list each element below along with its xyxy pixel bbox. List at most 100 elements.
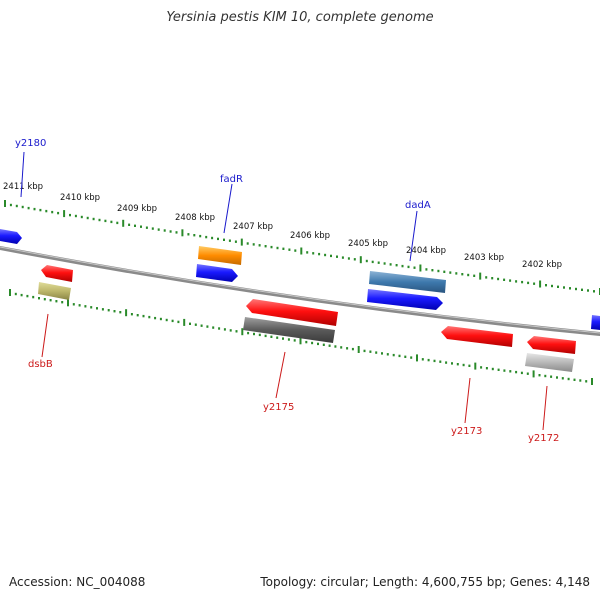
scale-label: 2405 kbp	[348, 239, 388, 249]
leader-dadA	[409, 210, 418, 262]
minor-tick	[294, 249, 297, 252]
minor-tick	[451, 362, 453, 365]
minor-tick	[421, 358, 424, 361]
minor-tick	[455, 272, 458, 275]
gene-feature-fadR-adjacent[interactable]	[196, 264, 238, 282]
minor-tick	[140, 225, 142, 228]
minor-tick	[330, 254, 332, 258]
minor-tick	[346, 347, 349, 350]
major-tick	[181, 229, 184, 237]
major-tick	[241, 328, 244, 336]
gene-feature-dsbB[interactable]	[38, 282, 71, 300]
major-tick	[419, 264, 422, 272]
minor-tick	[49, 299, 52, 302]
gene-feature-y2175[interactable]	[243, 317, 335, 343]
gene-feature-y2172-red[interactable]	[527, 336, 576, 354]
minor-tick	[74, 214, 77, 218]
minor-tick	[341, 256, 344, 259]
minor-tick	[276, 336, 279, 339]
scale-label: 2407 kbp	[233, 222, 273, 232]
minor-tick	[253, 332, 255, 336]
minor-tick	[587, 289, 589, 292]
minor-tick	[336, 255, 338, 258]
minor-tick	[119, 311, 122, 314]
minor-tick	[175, 231, 178, 234]
minor-tick	[78, 304, 81, 307]
minor-tick	[113, 310, 116, 313]
scale-label: 2403 kbp	[464, 253, 504, 263]
minor-tick	[282, 247, 285, 250]
minor-tick	[401, 264, 404, 268]
minor-tick	[573, 378, 576, 381]
minor-tick	[503, 278, 506, 281]
minor-tick	[27, 206, 30, 210]
minor-tick	[468, 364, 471, 367]
minor-tick	[229, 329, 232, 332]
minor-tick	[218, 327, 221, 330]
minor-tick	[189, 322, 191, 325]
minor-tick	[258, 244, 261, 247]
gene-feature-y2173[interactable]	[441, 326, 513, 347]
minor-tick	[425, 268, 428, 271]
minor-tick	[288, 248, 291, 251]
minor-tick	[98, 218, 101, 222]
minor-tick	[433, 359, 436, 363]
minor-tick	[163, 229, 166, 232]
minor-tick	[157, 228, 160, 231]
major-tick	[539, 280, 542, 288]
minor-tick	[497, 277, 500, 281]
leader-fadR	[223, 183, 233, 234]
minor-tick	[92, 217, 95, 221]
minor-tick	[193, 234, 196, 237]
minor-tick	[194, 323, 197, 326]
gene-label-dadA[interactable]: dadA	[405, 200, 431, 211]
minor-tick	[544, 374, 547, 378]
scale-label: 2404 kbp	[406, 246, 446, 256]
minor-tick	[334, 345, 337, 348]
minor-tick	[467, 273, 470, 277]
minor-tick	[69, 213, 71, 217]
gene-label-y2180[interactable]: y2180	[15, 138, 46, 149]
gene-label-y2175[interactable]: y2175	[263, 402, 294, 413]
gene-feature-y2175-red[interactable]	[246, 299, 338, 326]
gene-feature-dadA[interactable]	[369, 271, 446, 293]
minor-tick	[413, 266, 416, 269]
scale-label: 2408 kbp	[175, 213, 215, 223]
gene-feature-left-edge[interactable]	[0, 229, 22, 244]
minor-tick	[443, 270, 446, 273]
minor-tick	[9, 203, 12, 207]
minor-tick	[392, 353, 395, 357]
gene-feature-small-red[interactable]	[41, 265, 73, 282]
minor-tick	[317, 342, 319, 346]
minor-tick	[86, 216, 89, 220]
gene-feature-dadA-adjacent[interactable]	[367, 289, 443, 310]
minor-tick	[503, 369, 506, 372]
gene-label-fadR[interactable]: fadR	[220, 174, 243, 185]
minor-tick	[381, 352, 383, 355]
minor-tick	[211, 236, 214, 240]
reverse-genes	[38, 265, 576, 372]
minor-tick	[312, 252, 315, 255]
gene-feature-y2172[interactable]	[525, 353, 574, 372]
minor-tick	[389, 263, 392, 266]
minor-tick	[324, 253, 327, 257]
minor-tick	[551, 284, 553, 288]
gene-label-y2172[interactable]: y2172	[528, 433, 559, 444]
gene-feature-fadR[interactable]	[198, 246, 242, 265]
minor-tick	[101, 308, 104, 311]
minor-tick	[128, 223, 131, 226]
gene-feature-right-edge[interactable]	[591, 315, 600, 330]
gene-label-dsbB[interactable]: dsbB	[28, 359, 53, 370]
gene-label-y2173[interactable]: y2173	[451, 426, 482, 437]
label-leaders	[20, 151, 548, 431]
minor-tick	[145, 226, 148, 229]
minor-tick	[205, 235, 208, 239]
minor-tick	[90, 306, 93, 309]
minor-tick	[287, 338, 290, 341]
minor-tick	[520, 371, 523, 375]
minor-tick	[169, 230, 172, 233]
forward-genes	[0, 229, 600, 330]
minor-tick	[136, 314, 139, 317]
minor-tick	[26, 294, 29, 298]
major-tick	[532, 370, 535, 378]
